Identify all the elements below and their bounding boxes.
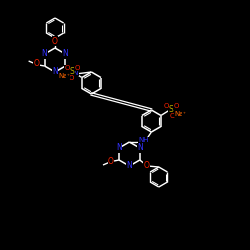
Text: S: S [168,105,173,114]
Text: N: N [42,50,48,58]
Text: O: O [169,112,174,118]
Text: N: N [116,144,122,152]
Text: O: O [173,104,178,110]
Text: ⁺: ⁺ [182,112,185,117]
Text: N: N [137,144,143,152]
Text: N: N [52,68,58,76]
Text: O: O [163,102,168,108]
Text: ⁺: ⁺ [66,74,69,79]
Text: NH: NH [138,137,149,143]
Text: HN: HN [68,70,79,76]
Text: O: O [68,74,73,80]
Text: O: O [34,60,40,68]
Text: O: O [144,160,150,170]
Text: Na: Na [174,110,184,116]
Text: O: O [108,158,114,166]
Text: O: O [52,36,58,46]
Text: N: N [62,50,68,58]
Text: N: N [126,162,132,170]
Text: S: S [70,67,74,76]
Text: O: O [74,64,80,70]
Text: O: O [64,66,70,71]
Text: Na: Na [58,72,68,78]
